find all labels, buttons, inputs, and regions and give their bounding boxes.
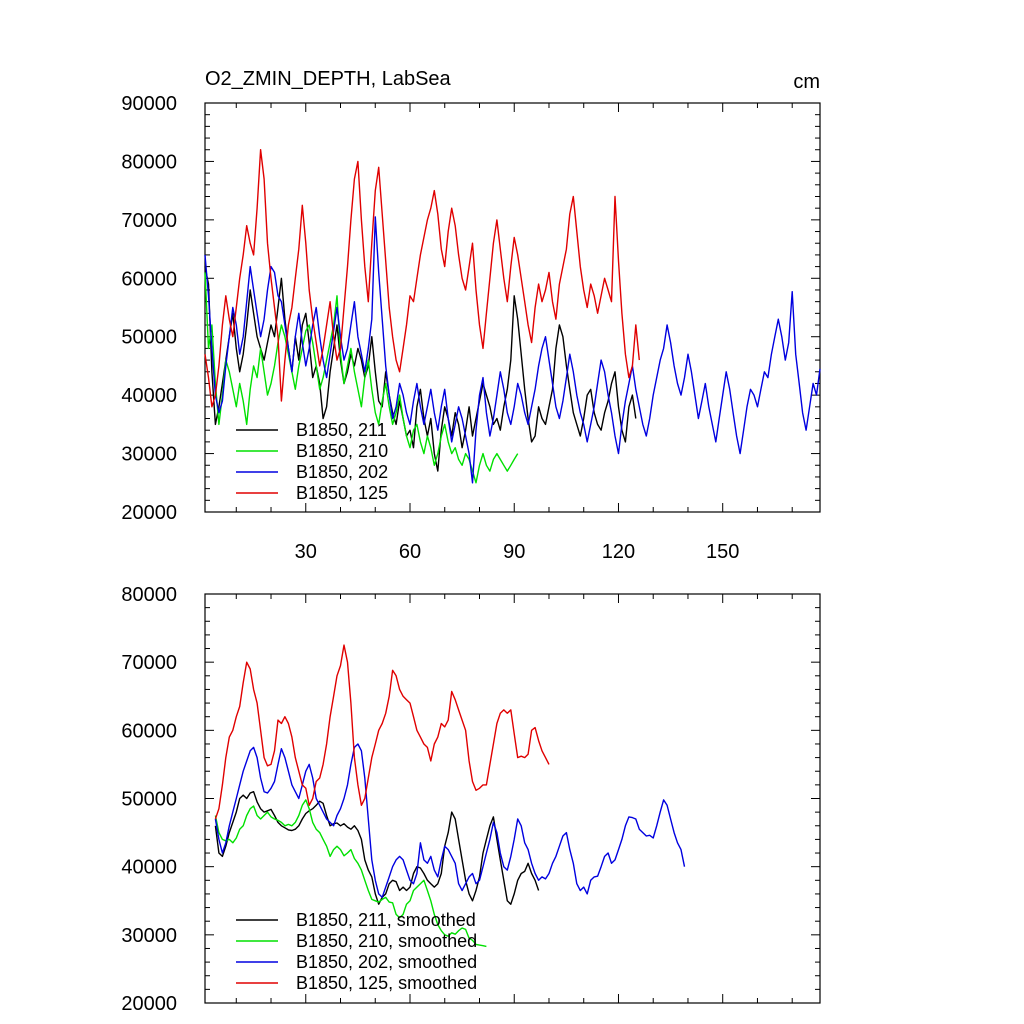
x-tick-label: 150 [706, 541, 739, 563]
series-line-1 [214, 799, 487, 948]
units-label: cm [793, 71, 820, 93]
bottom-panel: 20000 30000 40000 50000 60000 70000 80000 B1850… [121, 584, 821, 1015]
legend-label: B1850, 211 [296, 420, 387, 440]
y-tick-label: 30000 [121, 444, 177, 466]
y-tick-label: 20000 [121, 993, 177, 1015]
series-line-2 [204, 216, 821, 484]
legend-label: B1850, 125 [296, 483, 388, 503]
y-tick-label: 60000 [121, 268, 177, 290]
y-tick-label: 50000 [121, 327, 177, 349]
legend-label: B1850, 202 [296, 462, 388, 482]
y-tick-label: 40000 [121, 385, 177, 407]
series-line-0 [204, 266, 637, 472]
y-tick-label: 50000 [121, 789, 177, 811]
series-line-1 [204, 272, 519, 484]
series-line-3 [204, 148, 640, 408]
top-panel: O2_ZMIN_DEPTH, LabSea cm 20000 30000 40000… [121, 68, 821, 563]
legend-label: B1850, 125, smoothed [296, 973, 477, 993]
y-tick-label: 80000 [121, 584, 177, 606]
legend-label: B1850, 210, smoothed [296, 931, 477, 951]
y-tick-label: 60000 [121, 720, 177, 742]
series-line-2 [214, 743, 686, 898]
y-tick-label: 80000 [121, 151, 177, 173]
y-tick-label: 70000 [121, 652, 177, 674]
legend-label: B1850, 210 [296, 441, 388, 461]
y-tick-label: 90000 [121, 93, 177, 115]
y-tick-label: 20000 [121, 502, 177, 524]
chart-title: O2_ZMIN_DEPTH, LabSea [205, 68, 452, 90]
series-line-0 [214, 791, 540, 905]
y-tick-label: 40000 [121, 857, 177, 879]
legend-label: B1850, 202, smoothed [296, 952, 477, 972]
x-tick-label: 60 [399, 541, 421, 563]
plot-frame [204, 102, 821, 513]
x-tick-label: 120 [602, 541, 635, 563]
y-tick-label: 70000 [121, 210, 177, 232]
legend-label: B1850, 211, smoothed [296, 910, 476, 930]
series-line-3 [214, 644, 550, 820]
y-tick-label: 30000 [121, 925, 177, 947]
x-tick-label: 30 [295, 541, 317, 563]
x-tick-label: 90 [503, 541, 525, 563]
